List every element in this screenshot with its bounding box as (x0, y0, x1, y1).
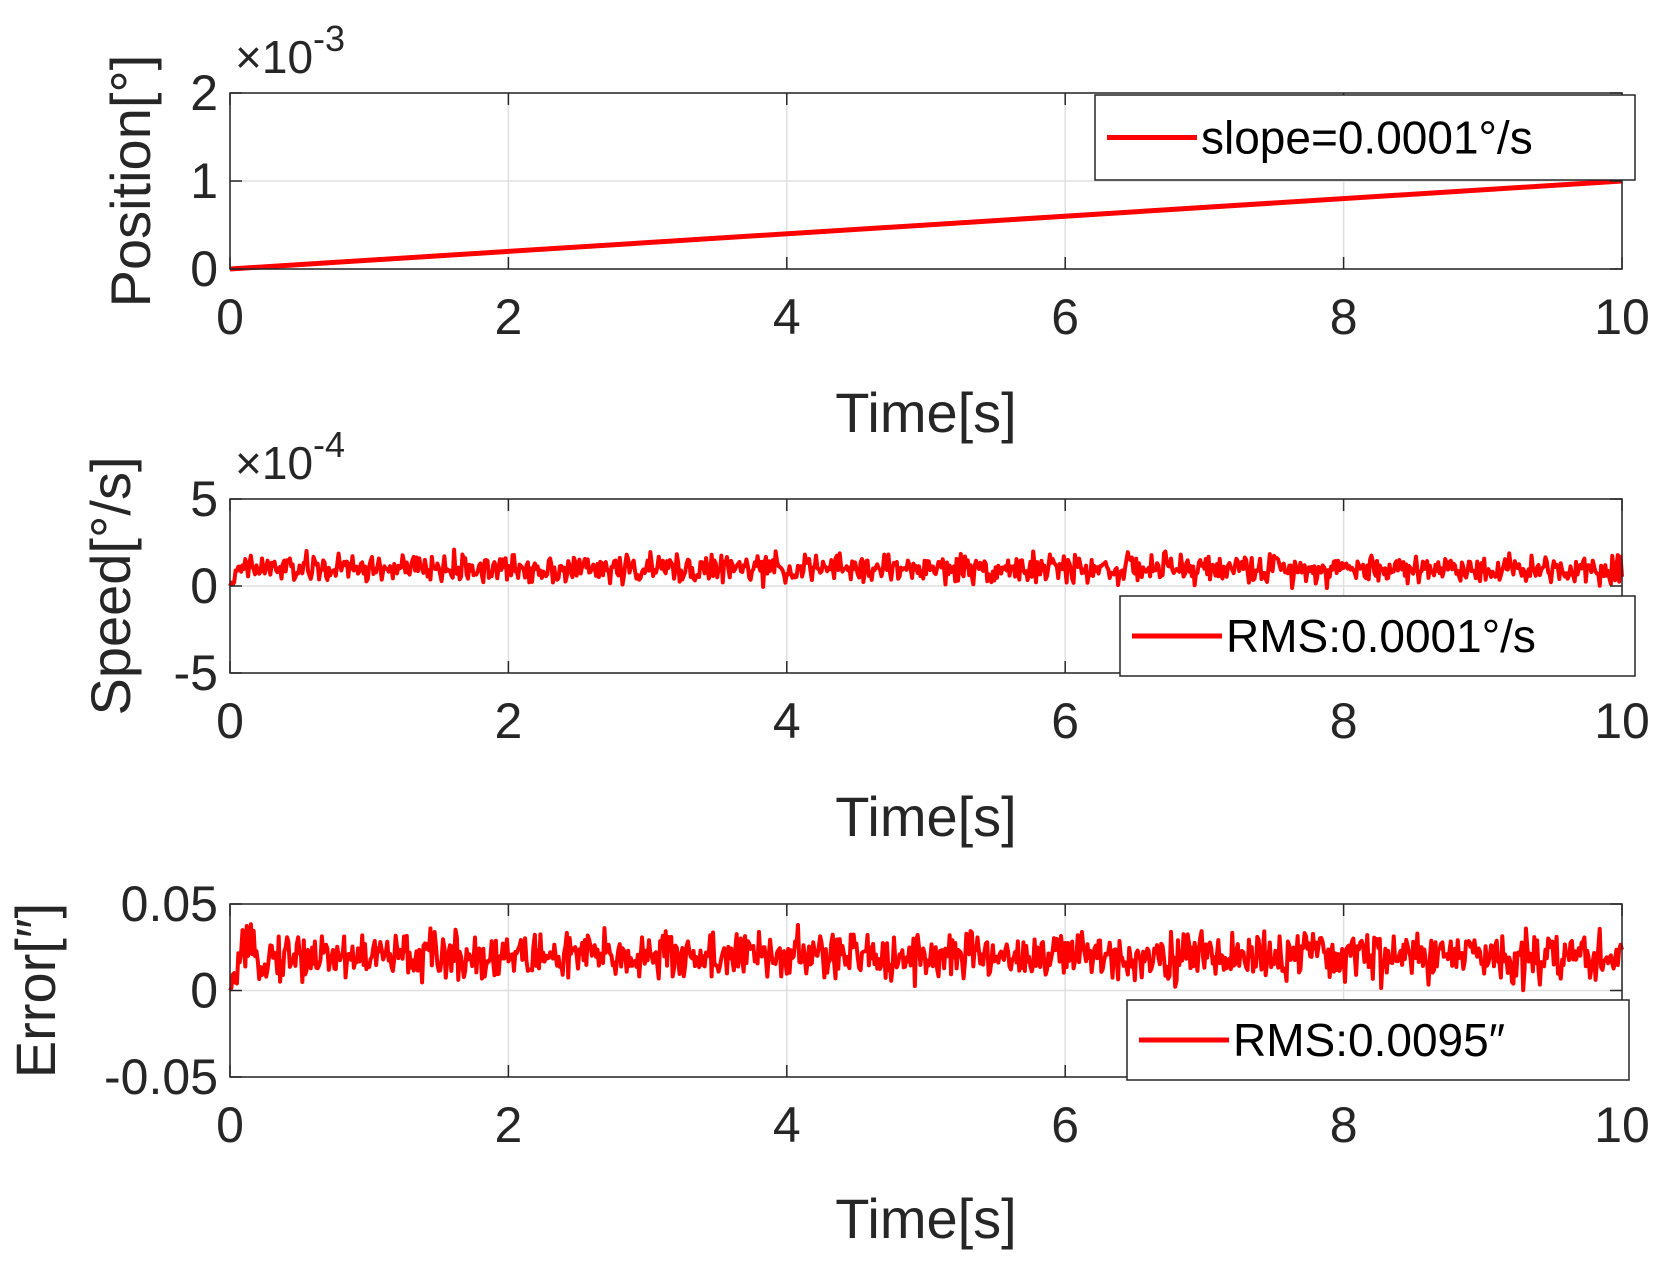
y-exponent-label: ×10-3 (235, 18, 345, 83)
x-tick-label: 0 (216, 1097, 244, 1153)
legend-entry: slope=0.0001°/s (1201, 112, 1533, 164)
x-tick-label: 4 (773, 289, 801, 345)
x-tick-label: 6 (1051, 1097, 1079, 1153)
x-axis-title: Time[s] (835, 785, 1016, 848)
y-tick-label: 0 (190, 963, 218, 1019)
y-axis-title: Error[″] (4, 903, 67, 1078)
y-tick-label: 5 (190, 471, 218, 527)
x-tick-label: 10 (1594, 1097, 1650, 1153)
y-tick-label: 0.05 (121, 876, 218, 932)
x-tick-label: 10 (1594, 693, 1650, 749)
x-tick-label: 6 (1051, 289, 1079, 345)
legend: RMS:0.0001°/s (1119, 595, 1636, 677)
y-tick-label: 0 (190, 241, 218, 297)
legend: RMS:0.0095″ (1126, 999, 1630, 1081)
x-tick-label: 2 (494, 693, 522, 749)
x-tick-label: 0 (216, 693, 244, 749)
y-tick-label: -5 (174, 645, 218, 701)
y-tick-label: 1 (190, 153, 218, 209)
x-axis-title: Time[s] (835, 381, 1016, 444)
legend: slope=0.0001°/s (1094, 94, 1636, 181)
y-tick-label: 2 (190, 65, 218, 121)
x-tick-label: 4 (773, 693, 801, 749)
x-tick-label: 8 (1330, 1097, 1358, 1153)
x-tick-label: 8 (1330, 693, 1358, 749)
y-axis-title: Speed[°/s] (79, 457, 142, 716)
series-line (228, 922, 1624, 993)
x-tick-label: 10 (1594, 289, 1650, 345)
legend-entry: RMS:0.0095″ (1233, 1014, 1505, 1066)
x-tick-label: 4 (773, 1097, 801, 1153)
subplot-1: 0 2 4 6 8 10 0 1 2 ×10-3 Time[s] Position[°] slope=0… (99, 18, 1650, 444)
x-tick-label: 2 (494, 1097, 522, 1153)
legend-entry: RMS:0.0001°/s (1226, 610, 1536, 662)
y-tick-label: -0.05 (104, 1049, 218, 1105)
x-tick-label: 2 (494, 289, 522, 345)
x-tick-label: 0 (216, 289, 244, 345)
y-tick-label: 0 (190, 558, 218, 614)
y-axis-title: Position[°] (99, 55, 162, 308)
x-axis-title: Time[s] (835, 1187, 1016, 1250)
series-line (229, 178, 1623, 272)
x-tick-label: 8 (1330, 289, 1358, 345)
series-line (228, 547, 1624, 591)
x-tick-label: 6 (1051, 693, 1079, 749)
y-exponent-label: ×10-4 (235, 424, 345, 489)
